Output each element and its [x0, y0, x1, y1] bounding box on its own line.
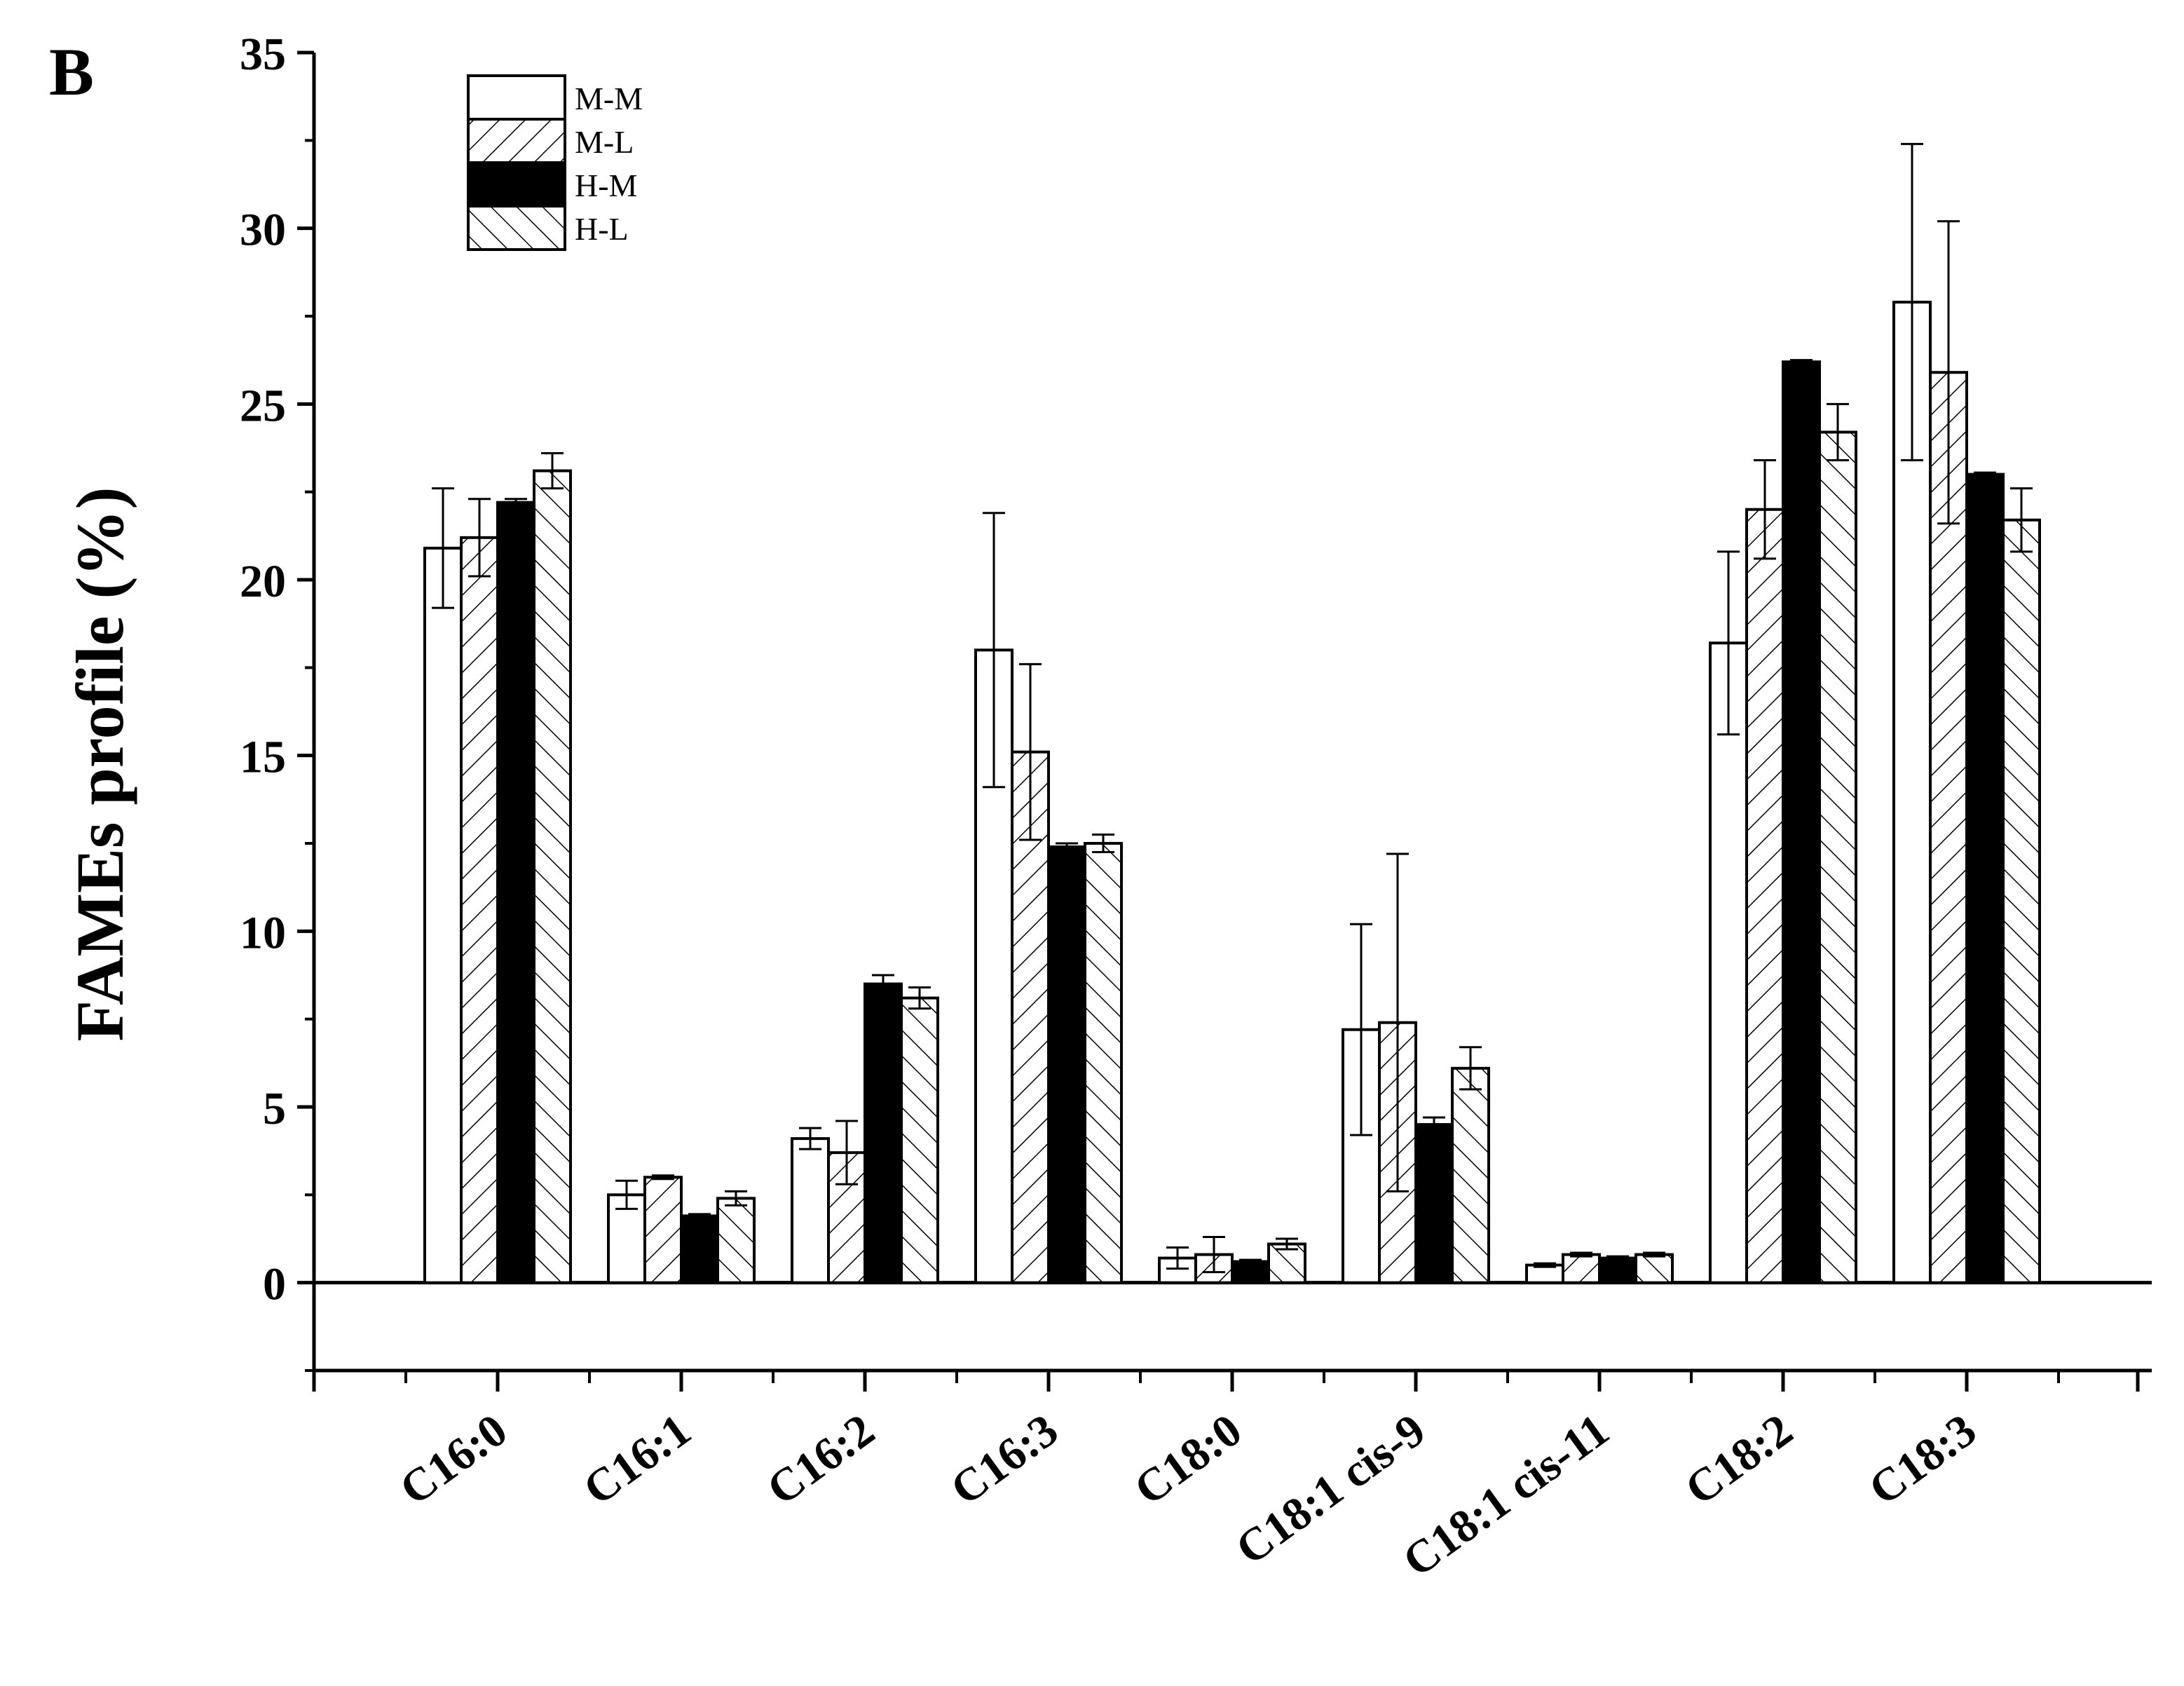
bar [643, 1176, 683, 1284]
legend: M-M M-L H-M H-L [467, 74, 643, 251]
x-tick-label: C18:2 [1676, 1404, 1801, 1515]
bar [680, 1214, 719, 1284]
bar [1414, 1123, 1454, 1284]
x-tick-label: C16:3 [941, 1404, 1067, 1515]
legend-label: M-L [575, 124, 634, 160]
x-tick-label: C18:1 cis-11 [1394, 1404, 1618, 1587]
bar [1965, 473, 2005, 1284]
y-tick-label: 10 [240, 907, 286, 958]
y-tick-label: 20 [240, 556, 286, 607]
bar [1047, 845, 1086, 1284]
bar [533, 469, 572, 1284]
bar [1818, 430, 1857, 1284]
bar [1084, 842, 1123, 1284]
bar [2002, 518, 2041, 1284]
y-tick-label: 30 [240, 205, 286, 256]
panel-label: B [49, 34, 94, 109]
legend-swatch [467, 205, 566, 251]
bar [460, 536, 499, 1284]
x-tick-label: C16:1 [574, 1404, 699, 1515]
bar [900, 996, 939, 1284]
legend-swatch [467, 74, 566, 121]
bar [1709, 641, 1748, 1284]
x-tick-label: C16:2 [758, 1404, 883, 1515]
bar [423, 546, 463, 1284]
x-tick-label: C16:0 [390, 1404, 516, 1515]
bar [1929, 371, 1968, 1284]
y-tick-label: 5 [263, 1083, 286, 1134]
x-tick-label: C18:3 [1859, 1404, 1985, 1515]
bar [791, 1137, 830, 1284]
y-axis-label: FAMEs profile (%) [62, 487, 137, 1042]
bar [1634, 1253, 1674, 1284]
y-tick-label: 15 [240, 732, 286, 783]
legend-swatch [467, 118, 566, 164]
bar [1745, 508, 1784, 1284]
bar [716, 1197, 756, 1284]
legend-label: H-M [575, 168, 637, 203]
bar [1598, 1256, 1637, 1284]
y-tick-label: 25 [240, 380, 286, 431]
y-tick-label: 35 [240, 29, 286, 80]
bar [864, 982, 903, 1284]
y-tick-label: 0 [263, 1259, 286, 1310]
bar [1782, 360, 1821, 1284]
legend-label: H-L [575, 211, 629, 247]
legend-swatch [467, 161, 566, 208]
legend-label: M-M [575, 81, 643, 116]
bars [423, 142, 2041, 1284]
x-tick-label: C18:0 [1125, 1404, 1250, 1515]
bar [1451, 1066, 1490, 1284]
bar [1231, 1260, 1270, 1284]
bar [1562, 1253, 1601, 1284]
bar [496, 501, 535, 1284]
